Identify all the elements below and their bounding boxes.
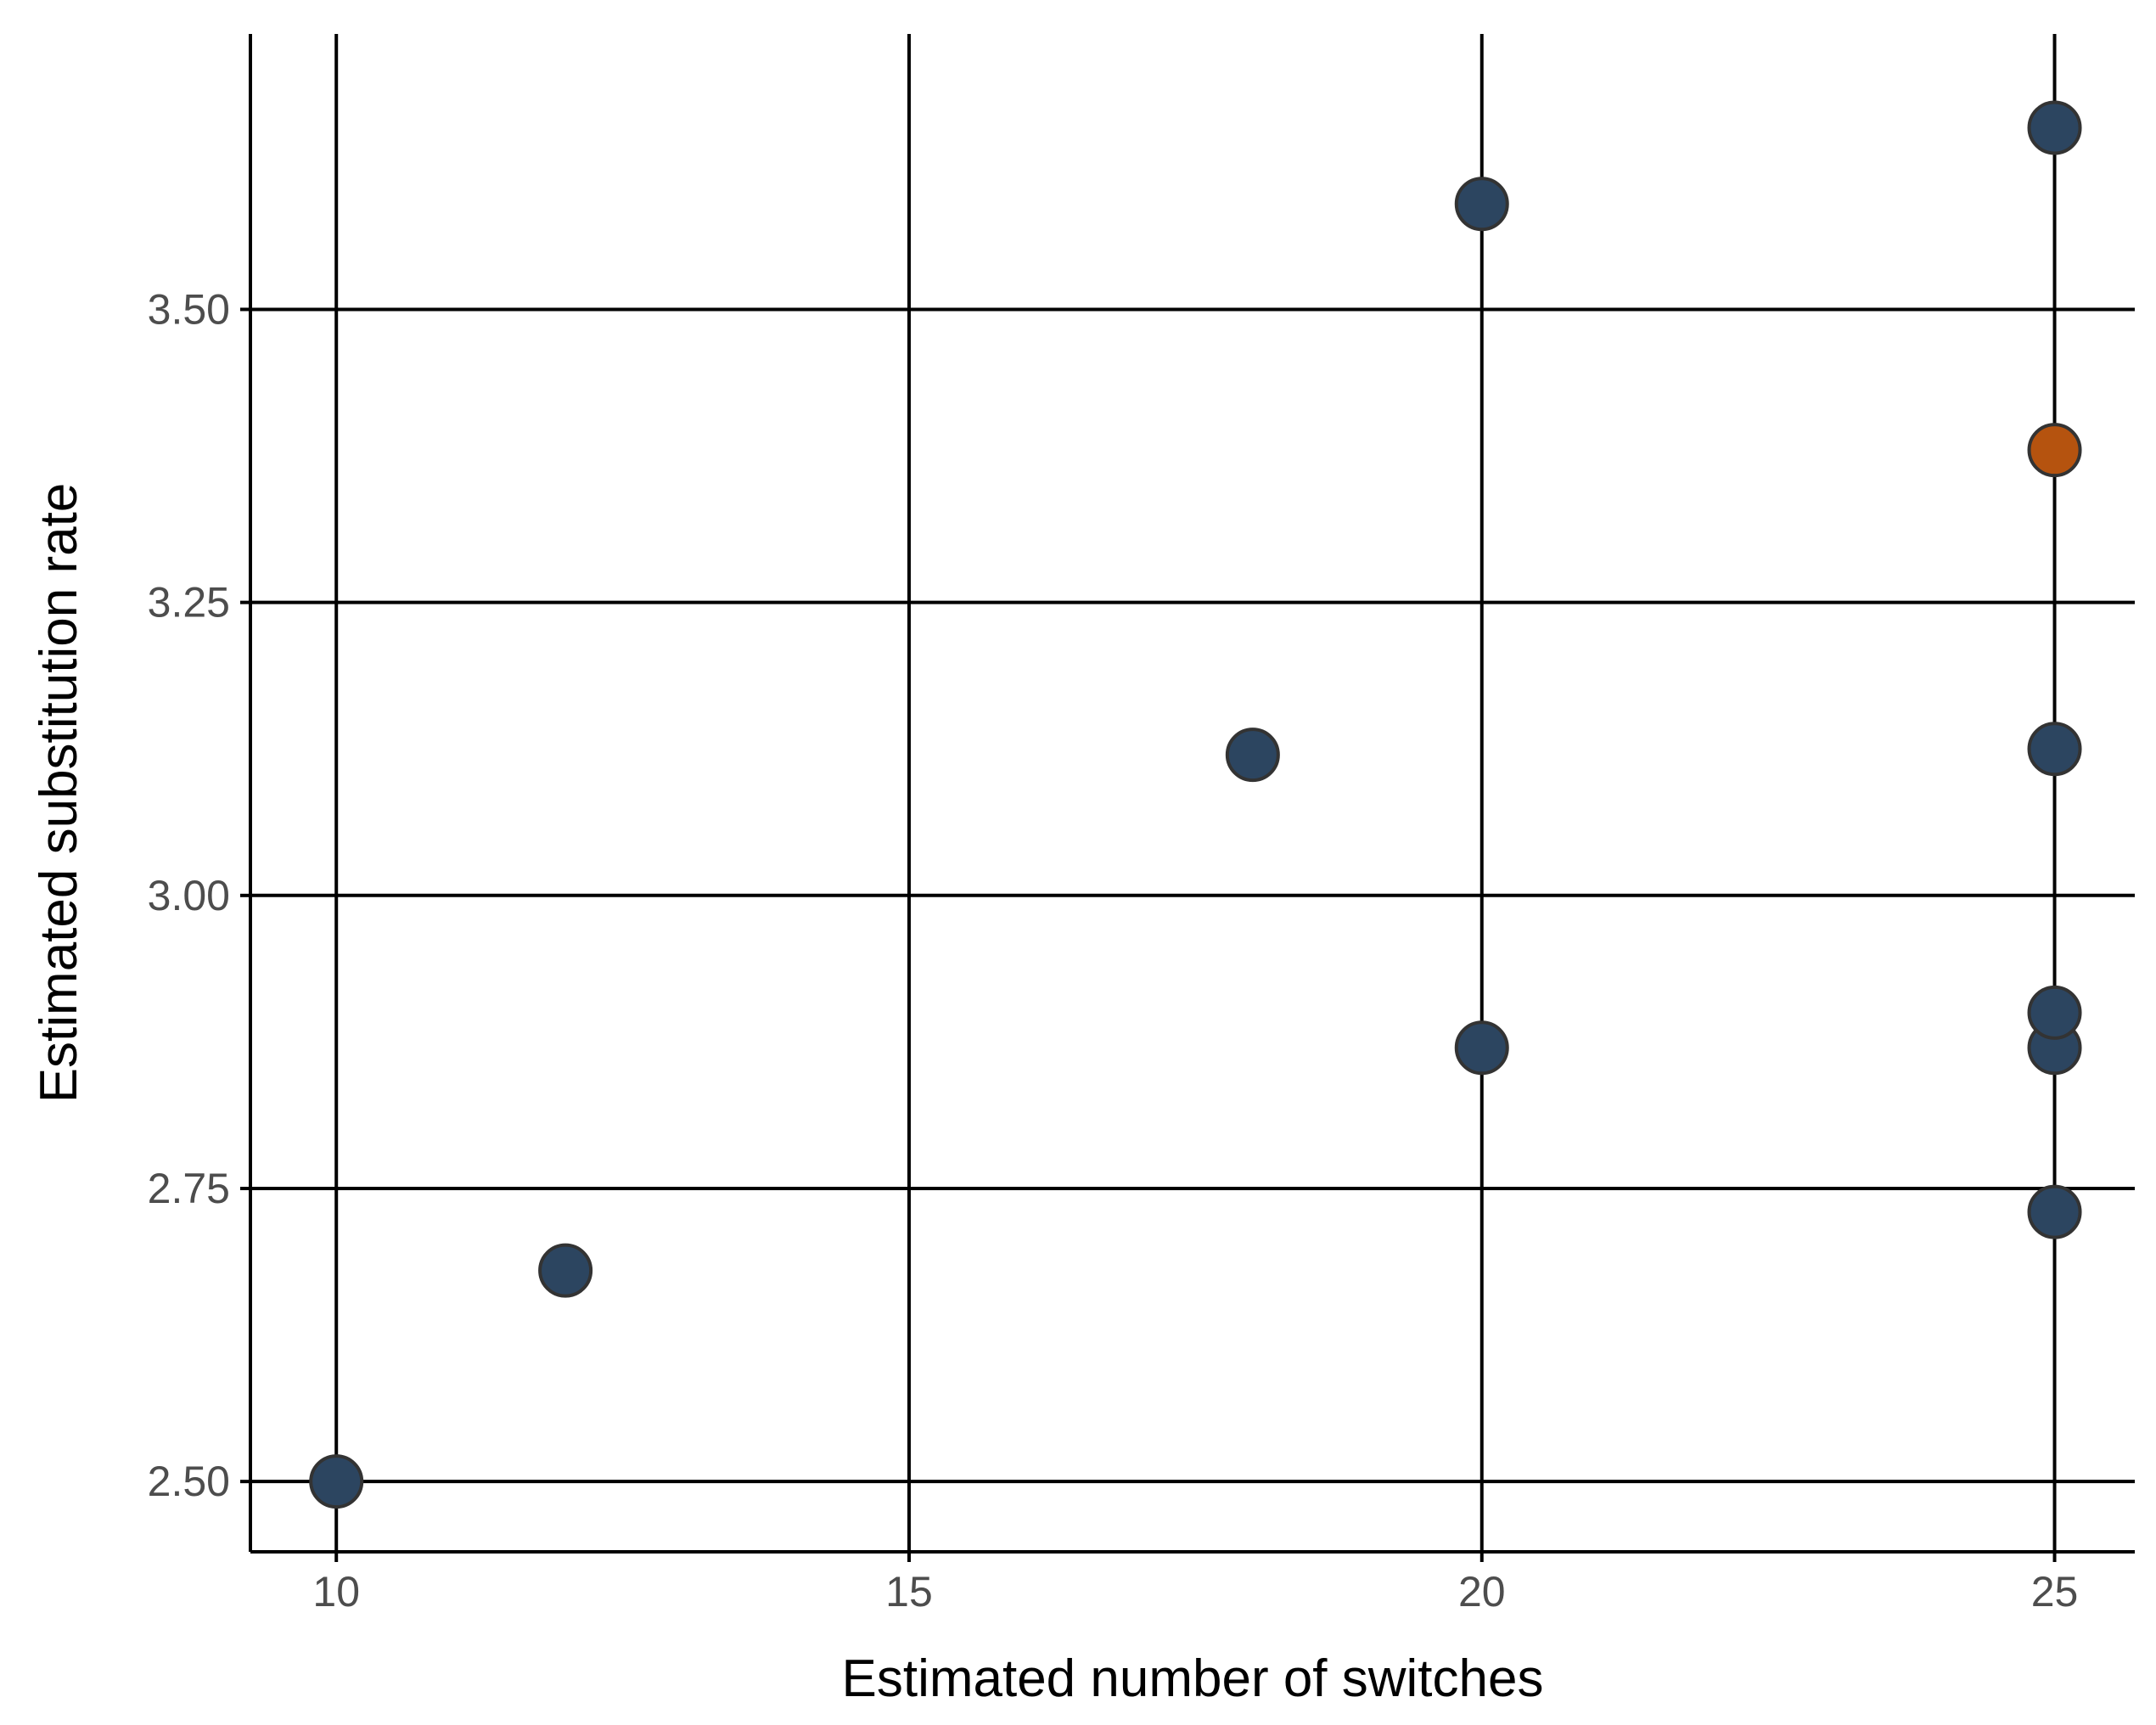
data-point — [2027, 1184, 2082, 1239]
data-point — [1454, 177, 1509, 232]
x-tick-label: 15 — [885, 1568, 933, 1615]
data-point — [1225, 728, 1280, 783]
y-axis-title: Estimated substitution rate — [30, 483, 88, 1104]
data-point — [309, 1454, 364, 1509]
ticks: 10 15 20 25 2.50 2.75 3.00 3.25 3.50 — [148, 285, 2079, 1615]
data-points — [309, 100, 2082, 1509]
x-tick-label: 10 — [312, 1568, 360, 1615]
grid — [250, 34, 2135, 1552]
data-point — [538, 1243, 593, 1298]
x-tick-label: 20 — [1458, 1568, 1506, 1615]
y-tick-label: 2.50 — [148, 1458, 230, 1505]
x-tick-label: 25 — [2031, 1568, 2079, 1615]
highlighted-data-point — [2027, 423, 2082, 478]
data-point — [2027, 722, 2082, 777]
y-tick-label: 3.50 — [148, 285, 230, 333]
y-tick-label: 2.75 — [148, 1165, 230, 1212]
y-tick-label: 3.00 — [148, 872, 230, 919]
data-point — [2027, 100, 2082, 155]
y-tick-label: 3.25 — [148, 579, 230, 627]
data-point — [1454, 1020, 1509, 1076]
x-axis-title: Estimated number of switches — [841, 1649, 1543, 1708]
data-point — [2027, 985, 2082, 1040]
axes — [249, 34, 2135, 1554]
